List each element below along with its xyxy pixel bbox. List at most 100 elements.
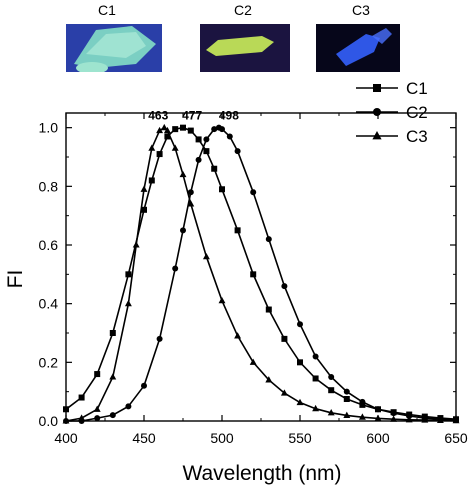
data-point-c3	[78, 414, 86, 421]
data-point-c2	[94, 415, 101, 422]
data-point-c3	[390, 415, 398, 422]
data-point-c1	[219, 186, 225, 193]
data-point-c1	[195, 136, 202, 143]
legend-marker-c2	[373, 108, 381, 116]
legend-marker-c1	[373, 84, 381, 92]
data-point-c2	[234, 148, 241, 155]
data-point-c2	[211, 126, 218, 133]
data-point-c1	[148, 177, 155, 184]
series-c2	[63, 124, 459, 424]
data-point-c3	[280, 389, 288, 396]
photo-label-c2: C2	[234, 2, 252, 18]
y-tick-label: 0.0	[39, 413, 59, 429]
data-point-c3	[452, 416, 460, 424]
legend-label-c3: C3	[406, 127, 428, 146]
data-point-c2	[343, 388, 350, 395]
data-point-c3	[156, 126, 164, 134]
series-line-c2	[66, 126, 457, 422]
data-point-c1	[343, 396, 350, 402]
data-point-c3	[93, 405, 101, 412]
data-point-c1	[211, 165, 218, 172]
data-point-c1	[312, 375, 319, 382]
data-point-c2	[195, 156, 202, 163]
data-point-c3	[312, 404, 320, 412]
data-point-c2	[312, 353, 319, 360]
data-point-c1	[156, 151, 163, 158]
y-tick-label: 0.2	[39, 354, 59, 370]
data-point-c1	[63, 406, 69, 413]
data-point-c2	[265, 236, 272, 243]
legend-label-c1: C1	[406, 79, 428, 98]
y-tick-label: 1.0	[39, 120, 59, 136]
series-line-c3	[65, 126, 457, 422]
data-point-c2	[390, 410, 397, 417]
data-point-c3	[179, 170, 187, 178]
data-point-c2	[406, 413, 413, 420]
data-point-c1	[94, 371, 101, 378]
data-point-c2	[281, 283, 288, 290]
data-point-c3	[132, 241, 140, 248]
data-point-c1	[250, 271, 257, 278]
legend-label-c2: C2	[406, 103, 428, 122]
series-c1	[63, 124, 459, 423]
data-point-c2	[141, 382, 147, 389]
data-point-c2	[226, 133, 233, 140]
data-point-c2	[250, 189, 257, 196]
photo-label-c3: C3	[352, 2, 370, 18]
data-point-c2	[125, 403, 132, 410]
crystal-photo-c3	[316, 24, 400, 72]
x-tick-label: 650	[444, 430, 468, 446]
x-tick-label: 550	[288, 430, 312, 446]
data-point-c3	[421, 416, 429, 423]
data-point-c3	[343, 411, 351, 418]
y-axis-label: FI	[4, 270, 27, 289]
y-tick-label: 0.8	[39, 178, 59, 194]
data-point-c3	[249, 358, 257, 365]
data-point-c1	[109, 330, 116, 336]
photo-label-c1: C1	[98, 2, 116, 18]
plot-frame	[65, 112, 457, 422]
data-point-c3	[202, 252, 210, 260]
data-point-c2	[156, 335, 163, 342]
data-point-c2	[203, 136, 210, 143]
data-point-c2	[219, 126, 225, 133]
peak-label: 498	[219, 109, 239, 123]
data-point-c3	[148, 144, 156, 151]
x-axis-label: Wavelength (nm)	[182, 462, 341, 485]
data-point-c1	[328, 387, 335, 394]
data-point-c3	[109, 373, 117, 380]
series-c3	[62, 123, 460, 424]
x-tick-label: 400	[54, 430, 78, 446]
data-point-c2	[180, 227, 186, 234]
data-point-c3	[405, 416, 413, 423]
data-point-c2	[328, 374, 335, 380]
data-point-c2	[297, 321, 303, 328]
x-tick-label: 450	[132, 430, 156, 446]
data-point-c1	[234, 227, 241, 234]
data-point-c3	[187, 200, 195, 207]
series-line-c1	[65, 126, 457, 420]
peak-label: 477	[182, 109, 202, 123]
data-point-c3	[171, 144, 179, 151]
x-tick-label: 500	[210, 430, 234, 446]
data-point-c1	[180, 124, 186, 131]
data-point-c1	[203, 148, 210, 155]
data-point-c1	[172, 126, 179, 133]
y-tick-label: 0.4	[39, 296, 59, 312]
data-point-c3	[327, 409, 335, 416]
data-point-c1	[78, 394, 85, 401]
data-point-c1	[164, 133, 171, 140]
data-point-c2	[187, 189, 194, 196]
data-point-c3	[358, 413, 366, 420]
data-point-c3	[265, 376, 273, 383]
data-point-c3	[374, 414, 382, 421]
data-point-c2	[359, 398, 366, 405]
y-tick-label: 0.6	[39, 237, 59, 253]
crystal-photo-c2	[200, 24, 290, 72]
data-point-c3	[234, 332, 242, 339]
data-point-c3	[436, 416, 444, 423]
peak-label: 463	[148, 109, 168, 123]
data-point-c1	[281, 335, 288, 342]
data-point-c1	[125, 271, 132, 278]
